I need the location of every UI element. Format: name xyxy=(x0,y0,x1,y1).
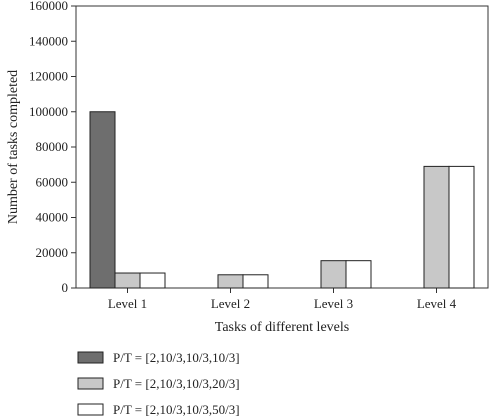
x-tick-label: Level 2 xyxy=(211,296,250,311)
y-tick-label: 120000 xyxy=(29,69,68,84)
y-tick-label: 20000 xyxy=(36,245,69,260)
legend-label: P/T = [2,10/3,10/3,10/3] xyxy=(113,350,240,365)
x-axis-title: Tasks of different levels xyxy=(215,320,349,335)
x-axis: Level 1 Level 2 Level 3 Level 4 xyxy=(108,288,457,311)
y-tick-label: 80000 xyxy=(36,139,69,154)
legend-swatch xyxy=(77,351,104,364)
legend-swatch xyxy=(77,403,104,416)
plot-area: 0 20000 40000 60000 80000 100000 120000 140000 1… xyxy=(29,0,489,311)
bar xyxy=(345,260,372,289)
y-tick-label: 140000 xyxy=(29,33,68,48)
bar xyxy=(139,272,166,289)
bar xyxy=(114,272,141,289)
legend: P/T = [2,10/3,10/3,10/3] P/T = [2,10/3,10… xyxy=(77,350,240,417)
y-axis: 0 20000 40000 60000 80000 100000 120000 140000 1… xyxy=(29,0,76,295)
y-tick-label: 160000 xyxy=(29,0,68,13)
x-tick-label: Level 1 xyxy=(108,296,147,311)
bar xyxy=(217,274,244,289)
bar xyxy=(89,111,116,289)
x-tick-label: Level 4 xyxy=(417,296,457,311)
y-tick-label: 0 xyxy=(62,280,69,295)
y-axis-title: Number of tasks completed xyxy=(6,70,21,224)
legend-swatch xyxy=(77,377,104,390)
x-tick-label: Level 3 xyxy=(314,296,353,311)
bar xyxy=(242,274,269,289)
bar xyxy=(448,165,475,289)
y-tick-label: 60000 xyxy=(36,174,69,189)
bar xyxy=(320,260,347,289)
legend-label: P/T = [2,10/3,10/3,50/3] xyxy=(113,402,240,417)
y-tick-label: 40000 xyxy=(36,210,69,225)
bar xyxy=(423,165,450,289)
y-tick-label: 100000 xyxy=(29,104,68,119)
legend-label: P/T = [2,10/3,10/3,20/3] xyxy=(113,376,240,391)
bars xyxy=(89,111,475,289)
